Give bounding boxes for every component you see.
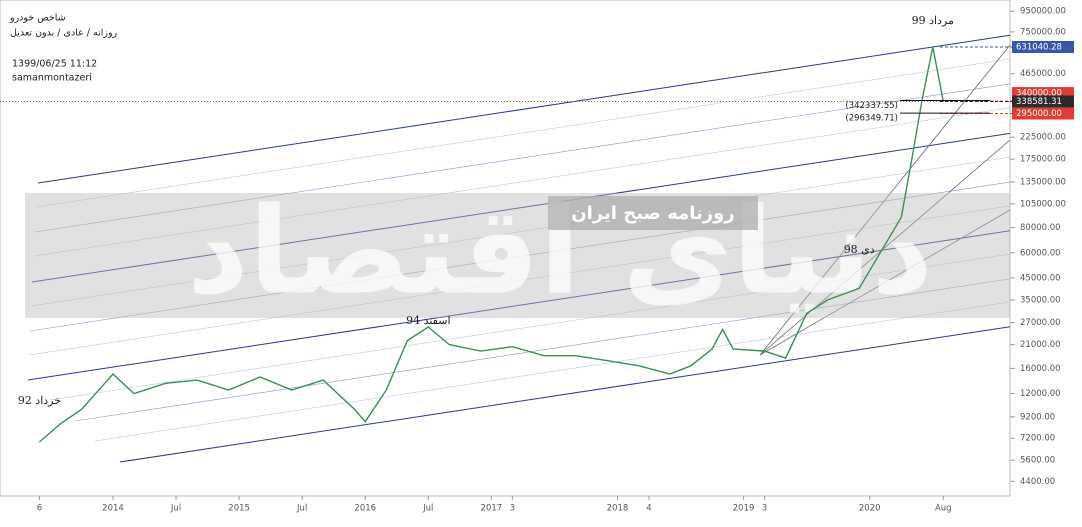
y-tick-label: 21000.00: [1020, 340, 1061, 350]
price-tag-label: 340000.00: [1016, 89, 1062, 99]
y-tick-label: 4400.00: [1020, 477, 1055, 487]
channel-line: [27, 230, 1011, 381]
channel-line: [31, 132, 1011, 283]
watermark-sub-bg: [548, 196, 758, 230]
y-tick-label: 27000.00: [1020, 318, 1061, 328]
y-tick-label: 12000.00: [1020, 389, 1061, 399]
y-tick-label: 9200.00: [1020, 412, 1055, 422]
y-tick-label: 135000.00: [1020, 177, 1066, 187]
annotation: مرداد 99: [912, 14, 954, 27]
y-tick-label: 35000.00: [1020, 295, 1061, 305]
x-tick-label: 3: [762, 504, 767, 514]
channel-line: [30, 156, 1011, 307]
price-tag-label: 631040.28: [1016, 42, 1062, 52]
channel-line: [49, 253, 1011, 401]
y-tick-label: 105000.00: [1020, 199, 1066, 209]
price-tag-label: 338581.31: [1016, 97, 1062, 107]
x-tick-label: 2019: [733, 504, 755, 514]
x-tick-label: 6: [37, 504, 42, 514]
watermark-sub: روزنامه صبح ایران: [571, 203, 734, 224]
x-tick-label: 2017: [481, 504, 503, 514]
header-subtitle: روزانه / عادی / بدون تعدیل: [10, 28, 118, 39]
channel-line: [35, 58, 1011, 208]
y-tick-label: 225000.00: [1020, 133, 1066, 143]
x-tick-label: 4: [646, 504, 651, 514]
x-tick-label: 2016: [354, 504, 376, 514]
y-tick-label: 465000.00: [1020, 69, 1066, 79]
channel-line: [37, 34, 1011, 184]
trend-line: [759, 44, 1011, 356]
y-tick-label: 5600.00: [1020, 456, 1055, 466]
y-tick-label: 950000.00: [1020, 7, 1066, 17]
channel-line: [34, 83, 1011, 233]
price-line: [38, 46, 944, 443]
price-tag: [1012, 40, 1074, 53]
y-tick-label: 7200.00: [1020, 434, 1055, 444]
x-tick-label: Jul: [422, 504, 433, 514]
x-tick-label: Aug: [935, 504, 952, 514]
channel-line: [28, 205, 1011, 356]
trend-line: [759, 139, 1011, 356]
x-tick-label: 2015: [228, 504, 250, 514]
y-tick-label: 175000.00: [1020, 155, 1066, 165]
channel-line: [33, 107, 1011, 257]
channel-line: [94, 301, 1011, 442]
header-datetime: 1399/06/25 11:12: [12, 59, 97, 70]
x-tick-label: Jul: [170, 504, 181, 514]
annotation: دی 98: [844, 243, 875, 256]
trend-line: [759, 209, 1011, 356]
level-label: (342337.55): [845, 101, 898, 111]
x-tick-label: 3: [510, 504, 515, 514]
annotation: اسفند 94: [406, 314, 450, 327]
header-title: شاخص خودرو: [9, 13, 66, 24]
price-tag: [1012, 107, 1074, 120]
y-tick-label: 45000.00: [1020, 273, 1061, 283]
x-tick-label: 2020: [859, 504, 881, 514]
x-tick-label: 2018: [607, 504, 629, 514]
price-tag: [1012, 95, 1074, 108]
level-label: (296349.71): [845, 114, 898, 124]
watermark-band: [25, 193, 1010, 318]
plot-frame: [0, 0, 1011, 497]
y-tick-label: 60000.00: [1020, 248, 1061, 258]
y-tick-label: 750000.00: [1020, 27, 1066, 37]
price-tag-label: 295000.00: [1016, 109, 1062, 119]
header-author: samanmontazeri: [12, 73, 92, 84]
channel-line: [119, 326, 1011, 463]
x-tick-label: 2014: [102, 504, 124, 514]
annotation: خرداد 92: [18, 394, 61, 407]
channel-lines: [27, 34, 1011, 463]
channel-line: [29, 181, 1011, 332]
y-tick-label: 80000.00: [1020, 223, 1061, 233]
channel-line: [74, 278, 1011, 422]
x-tick-label: Jul: [296, 504, 307, 514]
y-tick-label: 16000.00: [1020, 364, 1061, 374]
